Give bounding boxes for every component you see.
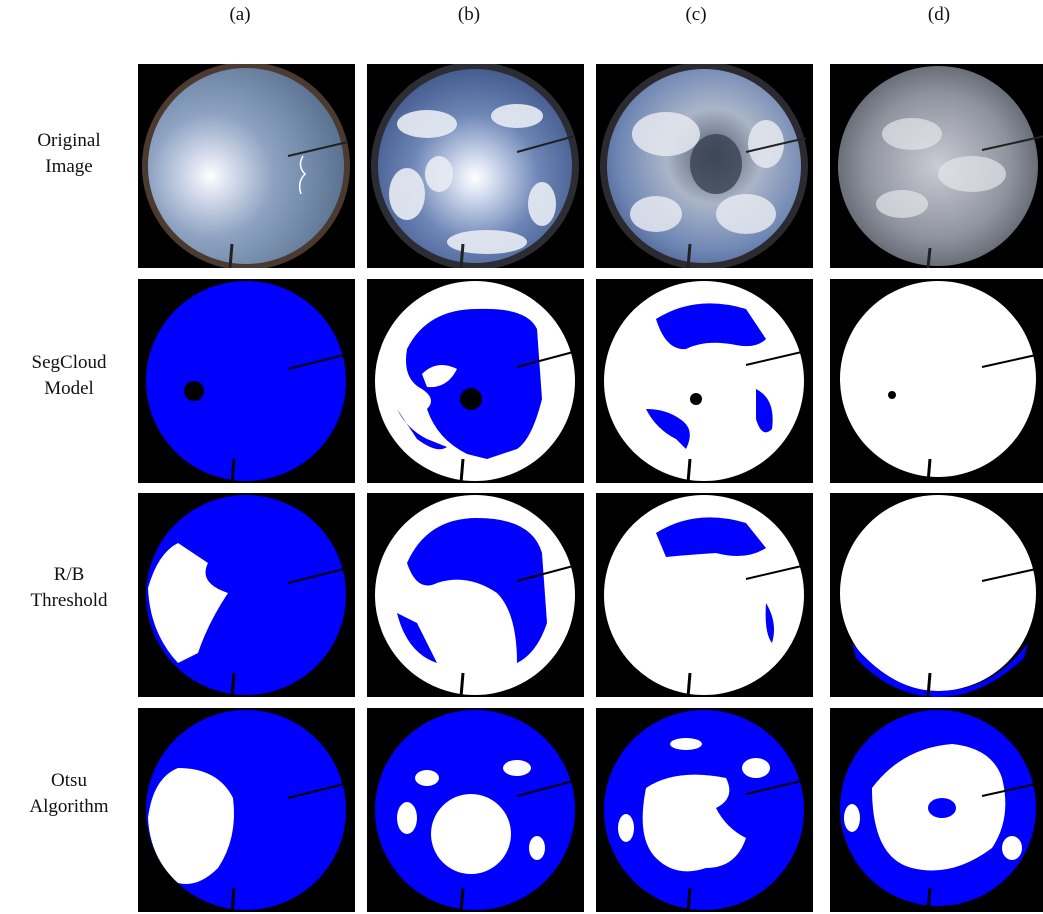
column-label-c: (c): [685, 4, 707, 25]
segcloud-mask-d: [830, 279, 1043, 483]
segcloud-mask-a: [138, 279, 355, 483]
original-image-c: [596, 64, 813, 268]
column-label-a: (a): [229, 4, 251, 25]
rb-threshold-mask-c: [596, 493, 813, 697]
row-label-original-image: Original Image: [0, 128, 138, 180]
row-label-line: Threshold: [30, 590, 108, 611]
otsu-mask-c: [596, 708, 813, 912]
row-label-line: R/B: [53, 564, 85, 585]
row-label-line: Original: [37, 130, 101, 151]
segcloud-mask-b: [367, 279, 584, 483]
column-label-b: (b): [457, 4, 481, 25]
otsu-mask-d: [830, 708, 1043, 912]
original-image-a: [138, 64, 355, 268]
rb-threshold-mask-d: [830, 493, 1043, 697]
row-label-line: Model: [44, 378, 94, 399]
segcloud-mask-c: [596, 279, 813, 483]
row-label-line: Otsu: [51, 770, 87, 791]
original-image-d: [830, 64, 1043, 268]
row-label-line: Algorithm: [29, 796, 109, 817]
original-image-b: [367, 64, 584, 268]
otsu-mask-a: [138, 708, 355, 912]
rb-threshold-mask-b: [367, 493, 584, 697]
row-label-line: Image: [45, 156, 93, 177]
row-label-segcloud-model: SegCloud Model: [0, 350, 138, 402]
rb-threshold-mask-a: [138, 493, 355, 697]
row-label-rb-threshold: R/B Threshold: [0, 562, 138, 614]
otsu-mask-b: [367, 708, 584, 912]
column-label-d: (d): [927, 4, 951, 25]
row-label-otsu-algorithm: Otsu Algorithm: [0, 768, 138, 820]
row-label-line: SegCloud: [31, 352, 107, 373]
